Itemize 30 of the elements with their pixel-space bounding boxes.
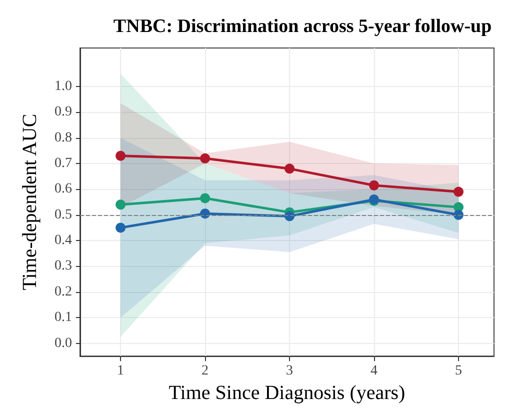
x-tick-label: 5 [455, 364, 462, 379]
point [200, 153, 210, 164]
y-axis-title: Time-dependent AUC [19, 114, 41, 290]
chart-title: TNBC: Discrimination across 5-year follow-up [113, 16, 492, 37]
x-tick-label: 4 [370, 364, 378, 379]
y-tick-label: 0.5 [54, 207, 72, 222]
x-axis-title: Time Since Diagnosis (years) [168, 382, 406, 404]
point [454, 210, 464, 220]
x-tick-label: 1 [117, 364, 124, 379]
y-tick-label: 0.2 [54, 284, 72, 300]
point [284, 164, 295, 174]
point [454, 186, 464, 197]
point [116, 150, 126, 161]
point [200, 208, 210, 219]
y-tick-label: 0.1 [54, 310, 72, 326]
point [116, 222, 126, 233]
y-tick-label: 0.8 [54, 130, 72, 146]
y-tick-label: 0.3 [54, 258, 72, 274]
y-tick-label: 0.9 [54, 104, 72, 120]
y-tick-label: 0.4 [54, 233, 72, 248]
y-tick-label: 0.0 [54, 336, 72, 351]
y-tick-label: 0.6 [54, 182, 72, 197]
point [200, 193, 210, 204]
y-tick-label: 1.0 [54, 79, 72, 94]
point [369, 180, 380, 190]
y-tick-label: 0.7 [54, 156, 72, 172]
x-tick-label: 3 [286, 364, 294, 379]
x-tick-label: 2 [202, 364, 209, 379]
point [116, 200, 126, 210]
point [284, 211, 295, 222]
